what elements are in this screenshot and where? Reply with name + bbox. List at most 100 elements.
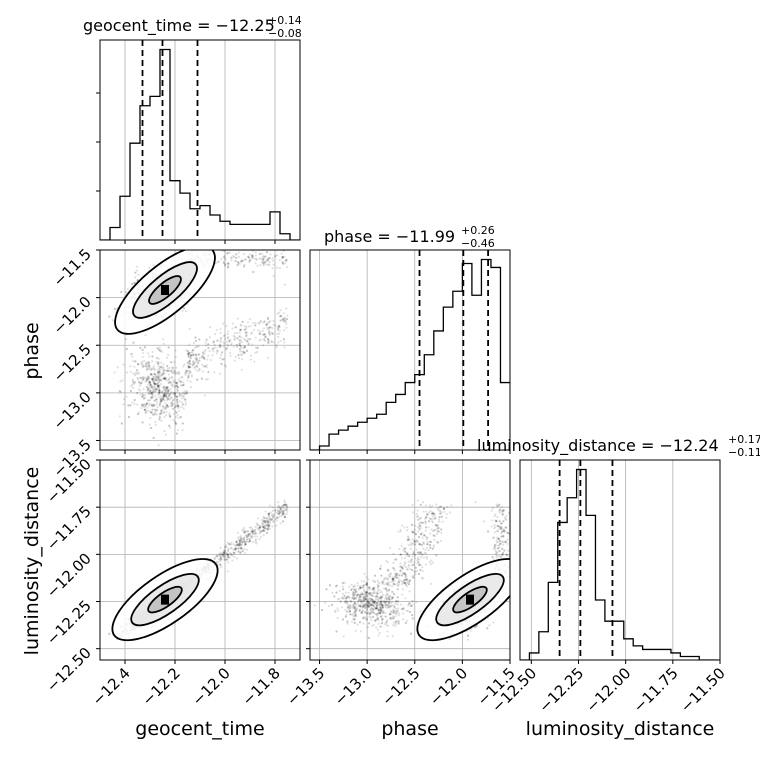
scatter-point xyxy=(135,269,139,272)
scatter-point xyxy=(282,510,285,513)
scatter-point xyxy=(263,320,266,323)
scatter-point xyxy=(204,378,208,381)
scatter-point xyxy=(190,351,193,354)
scatter-point xyxy=(156,362,159,365)
scatter-point xyxy=(143,408,147,411)
scatter-point xyxy=(184,392,187,395)
panel-frame xyxy=(99,39,301,241)
scatter-point xyxy=(169,392,173,395)
scatter-point xyxy=(242,536,246,539)
scatter-point xyxy=(188,365,191,369)
scatter-point xyxy=(159,412,162,415)
scatter-point xyxy=(127,415,131,419)
scatter-point xyxy=(162,395,166,398)
scatter-point xyxy=(148,404,151,407)
scatter-point xyxy=(156,383,159,386)
scatter-point xyxy=(244,543,247,546)
scatter-point xyxy=(260,518,264,522)
scatter-point xyxy=(188,360,191,363)
scatter-point xyxy=(134,360,137,363)
scatter-point xyxy=(150,377,153,380)
scatter-point xyxy=(165,404,169,407)
scatter-point xyxy=(226,336,230,339)
scatter-point xyxy=(278,510,281,513)
scatter-point xyxy=(181,309,184,312)
scatter-point xyxy=(262,327,265,330)
scatter-point xyxy=(198,359,201,362)
scatter-point xyxy=(226,549,230,553)
scatter-point xyxy=(228,340,231,344)
scatter-point xyxy=(227,265,230,268)
scatter-point xyxy=(174,415,177,419)
scatter-point xyxy=(146,402,149,406)
scatter-point xyxy=(247,255,250,258)
scatter-point xyxy=(145,410,148,413)
scatter-point xyxy=(254,538,258,541)
scatter-point xyxy=(165,386,168,389)
scatter-point xyxy=(246,530,250,533)
scatter-point xyxy=(159,398,162,401)
scatter-point xyxy=(210,358,213,362)
scatter-point xyxy=(162,369,166,372)
scatter-point xyxy=(262,528,265,531)
panel-frame xyxy=(309,249,511,451)
scatter-point xyxy=(158,366,161,369)
scatter-point xyxy=(140,381,143,385)
scatter-point xyxy=(147,375,150,378)
scatter-point xyxy=(251,322,255,325)
scatter-point xyxy=(253,257,256,260)
scatter-point xyxy=(155,388,158,391)
scatter-point xyxy=(198,338,201,341)
scatter-point xyxy=(226,343,229,346)
scatter-point xyxy=(165,399,169,402)
scatter-point xyxy=(155,382,159,385)
scatter-point xyxy=(213,557,216,561)
scatter-point xyxy=(243,530,246,534)
scatter-point xyxy=(189,362,192,366)
scatter-point xyxy=(280,314,283,318)
scatter-point xyxy=(281,255,284,259)
scatter-point xyxy=(262,264,265,267)
scatter-point xyxy=(239,339,242,342)
scatter-point xyxy=(256,346,259,350)
scatter-point xyxy=(240,353,243,356)
scatter-point xyxy=(222,551,226,554)
scatter-point xyxy=(247,342,250,346)
scatter-point xyxy=(180,394,183,397)
scatter-point xyxy=(271,332,275,336)
scatter-point xyxy=(223,556,226,559)
scatter-point xyxy=(262,528,265,531)
scatter-point xyxy=(142,378,145,382)
scatter-point xyxy=(167,369,170,372)
scatter-point xyxy=(198,338,201,341)
scatter-point xyxy=(201,351,205,354)
scatter-point xyxy=(219,327,222,331)
scatter-point xyxy=(118,390,121,393)
scatter-point xyxy=(122,363,125,366)
scatter-point xyxy=(155,409,159,412)
scatter-point xyxy=(145,378,148,381)
scatter-point xyxy=(242,351,245,354)
scatter-point xyxy=(127,404,130,407)
scatter-point xyxy=(124,291,128,294)
scatter-point xyxy=(152,381,156,384)
scatter-point xyxy=(197,345,201,348)
scatter-point xyxy=(222,358,226,361)
scatter-point xyxy=(206,358,209,361)
scatter-point xyxy=(173,405,177,409)
scatter-point xyxy=(167,389,170,392)
scatter-point xyxy=(259,320,262,323)
scatter-point xyxy=(205,339,208,342)
scatter-point xyxy=(271,267,274,270)
scatter-point xyxy=(238,544,241,547)
scatter-point xyxy=(165,395,168,398)
scatter-point xyxy=(219,551,222,554)
scatter-point xyxy=(187,376,190,379)
scatter-point xyxy=(162,407,166,410)
scatter-point xyxy=(267,331,271,334)
scatter-point xyxy=(153,385,156,388)
scatter-point xyxy=(196,378,199,381)
scatter-point xyxy=(155,387,158,390)
scatter-point xyxy=(149,383,152,386)
scatter-point xyxy=(269,326,272,329)
